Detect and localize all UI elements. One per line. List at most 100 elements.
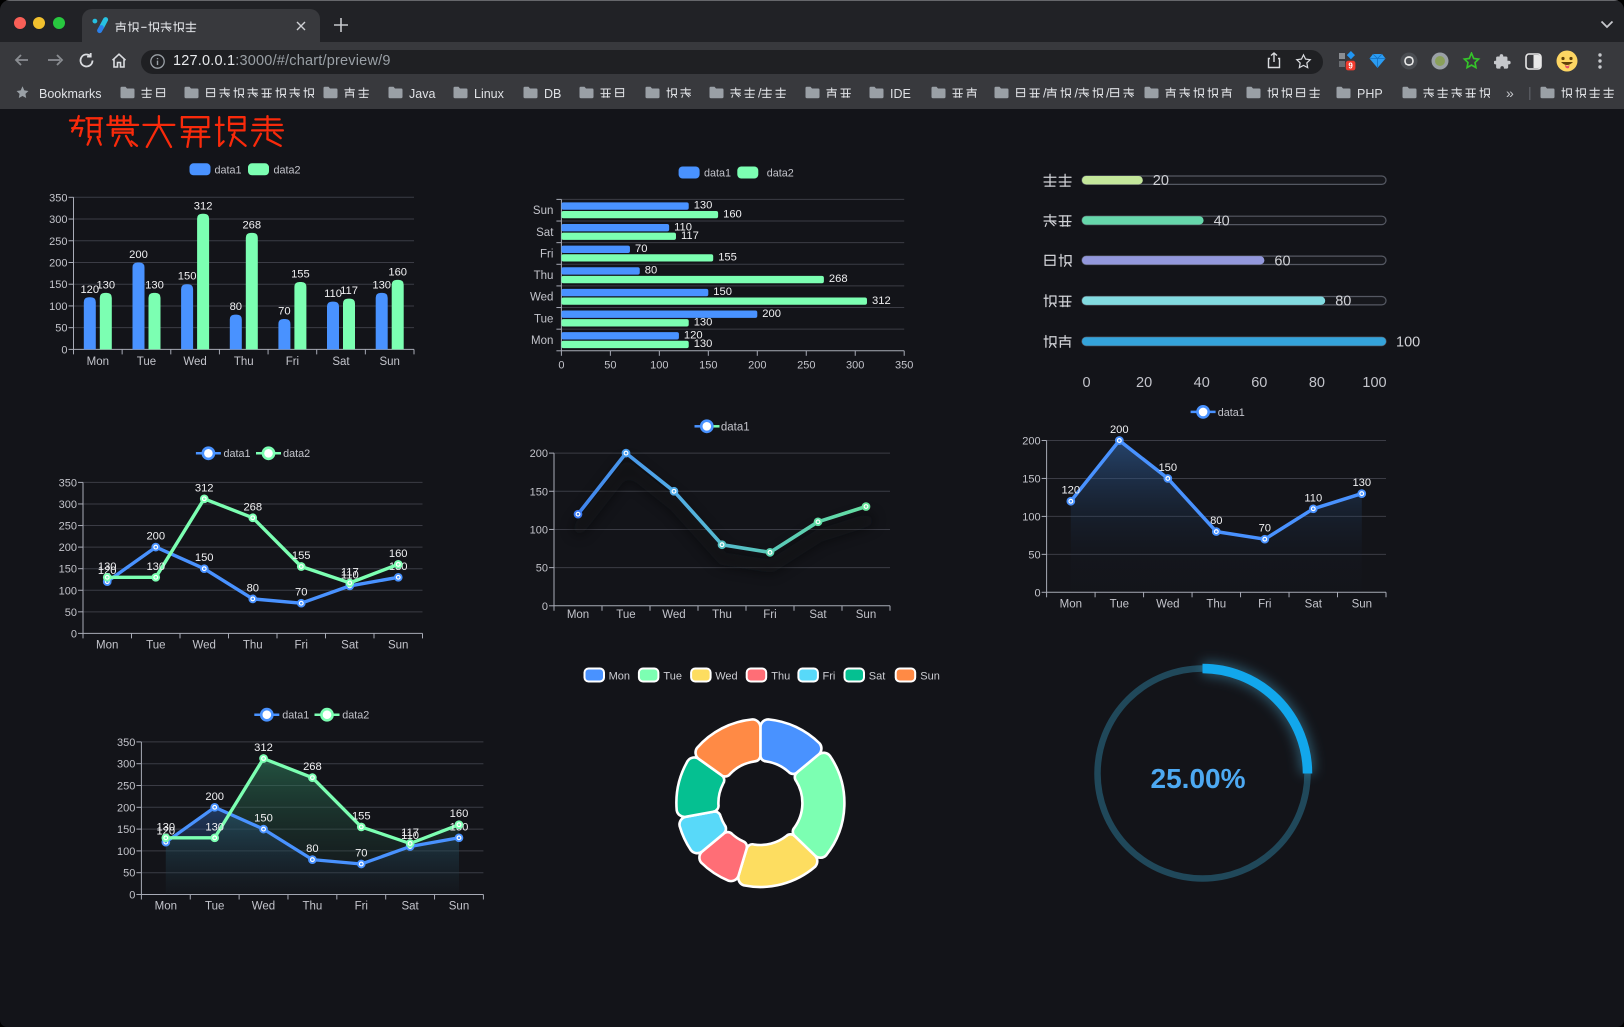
svg-text:Tue: Tue (616, 609, 635, 621)
svg-text:350: 350 (49, 192, 67, 204)
svg-text:130: 130 (694, 338, 713, 350)
svg-text:268: 268 (242, 219, 261, 231)
svg-text:80: 80 (1309, 375, 1325, 391)
svg-text:150: 150 (1158, 462, 1177, 474)
svg-text:250: 250 (797, 360, 815, 372)
svg-text:0: 0 (558, 360, 564, 372)
svg-text:Thu: Thu (712, 609, 732, 621)
svg-text:70: 70 (1259, 523, 1271, 535)
svg-text:130: 130 (96, 279, 115, 291)
svg-text:Sun: Sun (920, 670, 940, 682)
svg-text:70: 70 (278, 306, 290, 318)
svg-text:Sat: Sat (1305, 599, 1323, 611)
svg-text:data2: data2 (274, 165, 301, 177)
svg-text:data2: data2 (283, 448, 310, 460)
svg-text:Thu: Thu (302, 901, 322, 913)
svg-text:50: 50 (65, 607, 77, 619)
svg-text:80: 80 (1210, 515, 1222, 527)
svg-text:130: 130 (1352, 477, 1371, 489)
svg-text:268: 268 (829, 273, 848, 285)
svg-text:160: 160 (723, 208, 742, 220)
svg-text:155: 155 (292, 550, 311, 562)
svg-text:20: 20 (1136, 375, 1152, 391)
svg-text:Wed: Wed (715, 670, 737, 682)
svg-text:Mon: Mon (567, 609, 589, 621)
svg-text:Fri: Fri (763, 609, 776, 621)
svg-text:Sun: Sun (388, 640, 408, 652)
svg-text:200: 200 (146, 531, 165, 543)
svg-text:312: 312 (194, 200, 213, 212)
svg-text:268: 268 (303, 761, 322, 773)
svg-text:150: 150 (195, 552, 214, 564)
svg-text:Sun: Sun (449, 901, 469, 913)
svg-text:Mon: Mon (87, 356, 109, 368)
svg-text:50: 50 (55, 323, 67, 335)
svg-text:Sat: Sat (401, 901, 419, 913)
svg-text:350: 350 (117, 737, 135, 749)
svg-text:Fri: Fri (294, 640, 307, 652)
svg-text:60: 60 (1251, 375, 1267, 391)
svg-text:Thu: Thu (234, 356, 254, 368)
svg-text:130: 130 (156, 821, 175, 833)
svg-text:Tue: Tue (1110, 599, 1129, 611)
svg-text:Mon: Mon (96, 640, 118, 652)
svg-text:Mon: Mon (1060, 599, 1082, 611)
svg-text:Thu: Thu (771, 670, 790, 682)
svg-text:150: 150 (117, 824, 135, 836)
svg-text:60: 60 (1274, 253, 1290, 269)
svg-text:Tue: Tue (146, 640, 165, 652)
svg-text:300: 300 (59, 499, 77, 511)
svg-text:Fri: Fri (1258, 599, 1271, 611)
svg-text:120: 120 (156, 826, 175, 838)
svg-text:100: 100 (1362, 375, 1386, 391)
svg-text:80: 80 (1335, 294, 1351, 310)
svg-text:Wed: Wed (183, 356, 206, 368)
svg-text:Fri: Fri (540, 249, 553, 261)
svg-text:Tue: Tue (663, 670, 682, 682)
svg-text:110: 110 (1304, 492, 1322, 504)
svg-text:80: 80 (247, 582, 259, 594)
svg-text:117: 117 (341, 566, 359, 578)
svg-text:150: 150 (178, 271, 197, 283)
svg-text:data2: data2 (342, 710, 369, 722)
svg-text:155: 155 (291, 269, 310, 281)
svg-text:Sun: Sun (1352, 599, 1372, 611)
svg-text:Thu: Thu (243, 640, 263, 652)
svg-text:117: 117 (340, 285, 358, 297)
svg-text:350: 350 (59, 477, 77, 489)
svg-text:Fri: Fri (823, 670, 836, 682)
svg-text:100: 100 (1396, 334, 1420, 350)
svg-text:data1: data1 (215, 165, 242, 177)
svg-text:150: 150 (254, 813, 273, 825)
svg-text:70: 70 (355, 848, 367, 860)
svg-text:0: 0 (61, 344, 67, 356)
svg-text:150: 150 (713, 286, 732, 298)
svg-text:Wed: Wed (252, 901, 275, 913)
svg-text:160: 160 (388, 266, 407, 278)
svg-text:110: 110 (401, 830, 419, 842)
svg-text:150: 150 (49, 279, 67, 291)
svg-text:50: 50 (1028, 549, 1040, 561)
svg-text:Wed: Wed (1156, 599, 1179, 611)
svg-text:200: 200 (49, 258, 67, 270)
svg-text:0: 0 (71, 628, 77, 640)
svg-text:Mon: Mon (609, 670, 630, 682)
svg-text:155: 155 (352, 810, 371, 822)
svg-text:120: 120 (684, 330, 703, 342)
svg-text:9: 9 (1348, 61, 1353, 70)
svg-text:350: 350 (895, 360, 913, 372)
svg-text:Wed: Wed (530, 292, 553, 304)
svg-text:70: 70 (635, 243, 647, 255)
svg-text:200: 200 (1110, 424, 1129, 436)
svg-text:160: 160 (389, 548, 408, 560)
svg-text:200: 200 (748, 360, 766, 372)
svg-text:40: 40 (1194, 375, 1210, 391)
svg-text:Wed: Wed (192, 640, 215, 652)
svg-text:160: 160 (450, 808, 469, 820)
svg-text:130: 130 (205, 821, 224, 833)
svg-text:120: 120 (98, 565, 117, 577)
svg-text:300: 300 (846, 360, 864, 372)
svg-text:130: 130 (694, 316, 713, 328)
svg-text:250: 250 (49, 236, 67, 248)
svg-text:80: 80 (306, 843, 318, 855)
